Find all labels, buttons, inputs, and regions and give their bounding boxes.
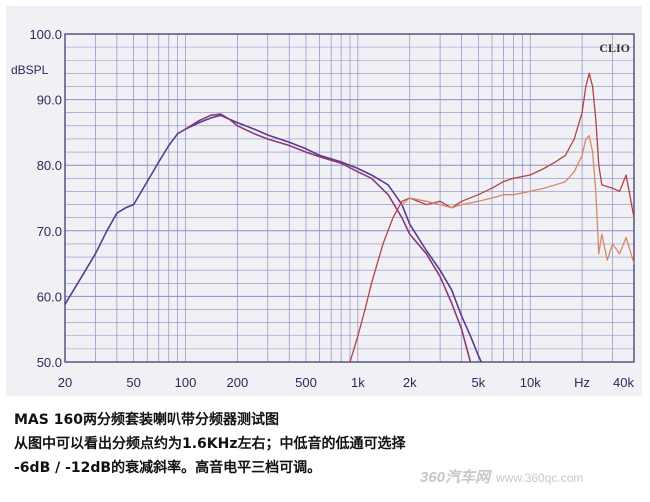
y-axis-label: dBSPL: [11, 63, 49, 77]
x-tick-label: 100: [175, 375, 197, 390]
x-tick-label: 2k: [403, 375, 417, 390]
x-tick-label: 50: [126, 375, 140, 390]
caption-line-2: 从图中可以看出分频点约为1.6KHz左右；中低音的低通可选择: [14, 436, 406, 452]
series-line-4: [401, 135, 635, 264]
x-tick-label: 10k: [520, 375, 541, 390]
chart-svg: 100.0 90.0 80.0 70.0 60.0 50.0 20 50 100 200 500 1k…: [11, 27, 635, 390]
y-tick-label: 90.0: [37, 93, 62, 108]
plot-frame: [64, 33, 635, 363]
x-tick-label: 1k: [351, 375, 365, 390]
watermark: 360汽车网 www.360qc.com: [420, 466, 583, 487]
series-line-2: [185, 113, 472, 363]
series-line-1: [64, 114, 483, 363]
y-tick-label: 100.0: [29, 27, 62, 42]
x-tick-label: 500: [295, 375, 317, 390]
watermark-brand: 360汽车网: [420, 469, 491, 486]
frequency-response-chart: 100.0 90.0 80.0 70.0 60.0 50.0 20 50 100 200 500 1k…: [6, 6, 642, 396]
caption-title: MAS 160两分频套装喇叭带分频器测试图: [14, 412, 279, 428]
x-tick-label: 5k: [471, 375, 485, 390]
y-tick-label: 60.0: [37, 289, 62, 304]
plot-area: [65, 34, 634, 362]
x-tick-label: 20: [58, 375, 72, 390]
x-tick-label: Hz: [574, 375, 590, 390]
watermark-url: www.360qc.com: [496, 471, 584, 485]
x-tick-label: 200: [227, 375, 249, 390]
series-line-3: [349, 72, 635, 363]
y-tick-label: 80.0: [37, 158, 62, 173]
caption-line-3: -6dB / -12dB的衰减斜率。高音电平三档可调。: [14, 460, 322, 476]
x-tick-label: 40k: [613, 375, 634, 390]
y-tick-label: 70.0: [37, 224, 62, 239]
y-tick-label: 50.0: [37, 355, 62, 370]
brand-label: CLIO: [599, 41, 630, 55]
